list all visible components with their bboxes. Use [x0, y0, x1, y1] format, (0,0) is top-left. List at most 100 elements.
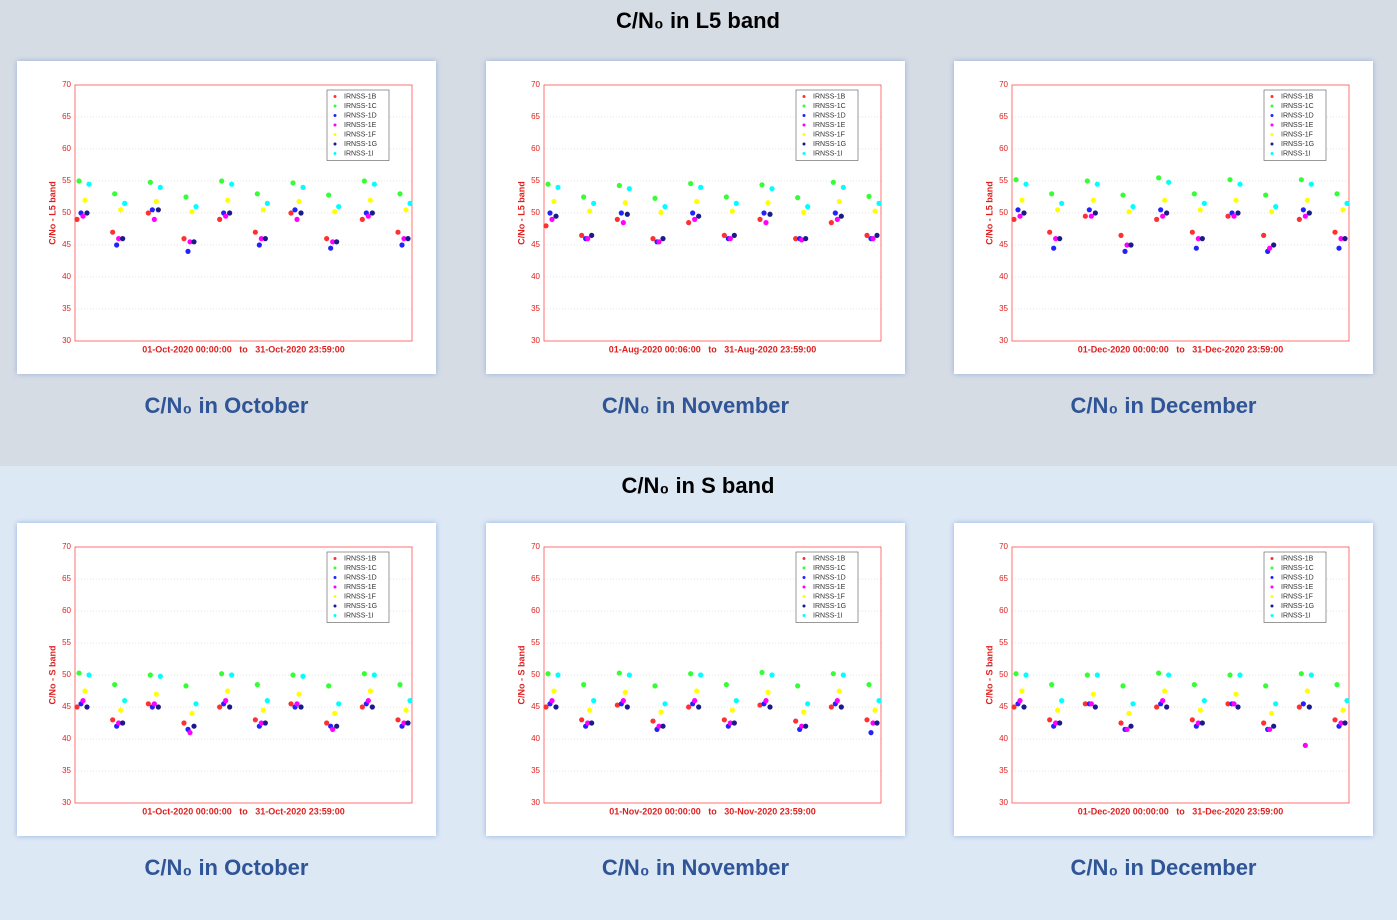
data-point [365, 213, 371, 219]
y-tick-label: 30 [531, 798, 540, 807]
data-point [122, 200, 128, 206]
data-point [145, 210, 151, 216]
y-tick-label: 55 [531, 176, 540, 185]
data-point [80, 213, 86, 219]
data-point [838, 213, 844, 219]
data-point [1088, 701, 1094, 707]
y-tick-label: 65 [999, 574, 1008, 583]
data-point [288, 701, 294, 707]
legend-label: IRNSS-1E [813, 122, 846, 129]
data-point [1233, 197, 1239, 203]
data-point [731, 720, 737, 726]
data-point [153, 198, 159, 205]
data-point [1298, 671, 1304, 677]
legend-label: IRNSS-1B [813, 93, 846, 100]
y-tick-label: 70 [999, 80, 1008, 89]
data-point [721, 717, 727, 723]
legend-label: IRNSS-1C [813, 103, 846, 110]
data-point [1332, 229, 1338, 235]
data-point [1047, 717, 1053, 723]
data-point [721, 232, 727, 238]
data-point [227, 704, 233, 710]
legend-label: IRNSS-1E [813, 584, 846, 591]
legend-label: IRNSS-1G [344, 141, 377, 148]
legend-label: IRNSS-1I [344, 612, 374, 619]
data-point [1332, 717, 1338, 723]
data-point [1273, 701, 1279, 707]
data-point [1269, 209, 1275, 215]
data-point [1019, 688, 1025, 694]
data-point [76, 178, 82, 184]
data-point [399, 242, 405, 248]
data-point [229, 181, 235, 187]
data-point [1164, 704, 1170, 710]
legend-label: IRNSS-1C [344, 565, 377, 572]
data-point [1021, 704, 1027, 710]
legend-swatch [802, 557, 806, 560]
data-point [553, 704, 559, 710]
data-point [1342, 720, 1348, 726]
data-point [1336, 245, 1342, 251]
data-point [116, 236, 122, 242]
data-point [868, 730, 874, 736]
data-point [82, 688, 88, 694]
data-point [579, 717, 585, 723]
data-point [761, 210, 767, 216]
data-point [1082, 701, 1088, 707]
data-point [260, 207, 266, 213]
y-tick-label: 45 [999, 702, 1008, 711]
legend-swatch [1270, 595, 1274, 598]
legend-label: IRNSS-1B [1281, 93, 1314, 100]
data-point [1340, 707, 1346, 713]
data-point [1057, 720, 1063, 726]
legend-swatch [333, 576, 337, 579]
y-tick-label: 65 [531, 574, 540, 583]
legend-swatch [1270, 566, 1274, 570]
data-point [1304, 688, 1310, 694]
data-point [219, 178, 225, 184]
legend-label: IRNSS-1B [1281, 555, 1314, 562]
data-point [227, 210, 233, 216]
data-point [696, 213, 702, 219]
data-point [624, 704, 630, 710]
data-point [872, 208, 878, 214]
data-point [74, 704, 80, 710]
data-point [185, 248, 191, 254]
legend-label: IRNSS-1C [813, 565, 846, 572]
y-tick-label: 70 [531, 80, 540, 89]
data-point [1049, 191, 1055, 197]
y-tick-label: 60 [531, 606, 540, 615]
data-point [330, 239, 336, 245]
legend-label: IRNSS-1G [813, 603, 846, 610]
y-axis-label: C/No - L5 band [984, 181, 994, 245]
section-heading: C/N₀ in L5 band [616, 8, 780, 33]
data-point [733, 200, 739, 206]
data-point [120, 236, 126, 242]
data-point [828, 220, 834, 226]
data-point [834, 216, 840, 222]
data-point [1126, 209, 1132, 215]
legend-label: IRNSS-1D [1281, 112, 1314, 119]
x-axis-label: 01-Aug-2020 00:06:00 to 31-Aug-2020 23:5… [609, 344, 817, 354]
data-point [1055, 707, 1061, 713]
data-point [692, 698, 698, 704]
data-point [1199, 720, 1205, 726]
chart: 30 35 40 45 50 55 60 65 70 C/No - S band 01-Dec-20… [954, 523, 1373, 836]
y-axis-label: C/No - S band [516, 646, 526, 705]
data-point [334, 239, 340, 245]
legend-swatch [802, 95, 806, 98]
data-point [1195, 720, 1201, 726]
data-point [371, 672, 377, 678]
data-point [328, 245, 334, 251]
data-point [1021, 210, 1027, 216]
data-point [1120, 683, 1126, 689]
y-tick-label: 40 [62, 272, 71, 281]
data-point [294, 216, 300, 222]
data-point [76, 670, 82, 676]
data-point [799, 723, 805, 729]
plot-frame [74, 84, 413, 342]
legend-swatch [333, 114, 337, 117]
plot-frame [543, 84, 882, 342]
y-tick-label: 40 [999, 734, 1008, 743]
data-point [696, 704, 702, 710]
